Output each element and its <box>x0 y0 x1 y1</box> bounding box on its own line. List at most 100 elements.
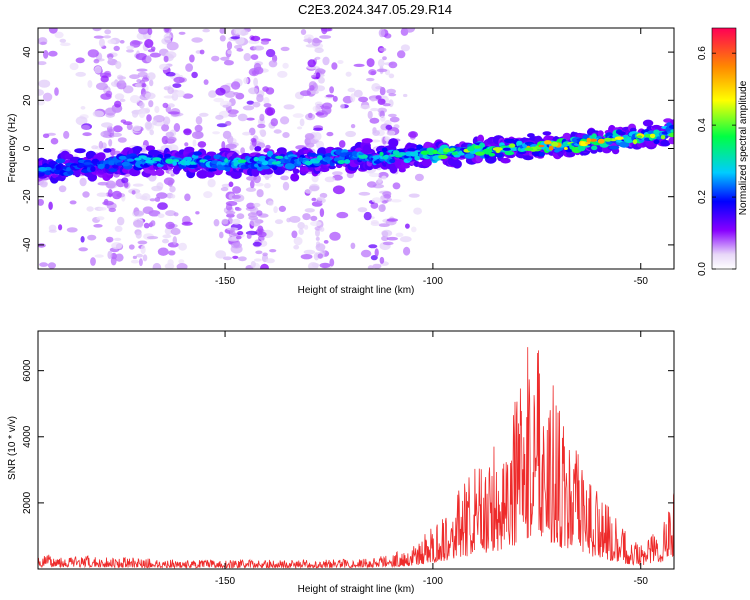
noise-blob <box>309 85 315 91</box>
ridge-cell <box>206 151 217 156</box>
noise-blob <box>42 92 53 102</box>
noise-blob <box>369 172 380 178</box>
ridge-cell <box>591 145 598 151</box>
ridge-cell <box>464 153 475 159</box>
noise-blob <box>79 177 87 187</box>
noise-blob <box>338 140 346 148</box>
snr-x-label: Height of straight line (km) <box>298 584 415 595</box>
noise-blob <box>168 250 176 256</box>
noise-blob <box>178 259 185 264</box>
noise-blob <box>164 28 170 33</box>
noise-blob <box>48 28 58 34</box>
noise-blob <box>372 130 380 136</box>
noise-blob <box>203 191 213 199</box>
ridge-peak <box>253 156 260 162</box>
noise-blob <box>298 228 304 236</box>
noise-blob <box>169 185 176 193</box>
noise-blob <box>315 236 320 241</box>
noise-blob <box>235 207 242 212</box>
ridge-peak <box>304 160 313 166</box>
noise-blob <box>195 211 200 215</box>
noise-blob <box>93 224 103 228</box>
noise-blob <box>213 97 224 103</box>
ridge-peak <box>649 133 656 139</box>
noise-blob <box>194 124 203 132</box>
noise-blob <box>189 54 195 63</box>
noise-blob <box>310 220 322 227</box>
noise-blob <box>381 229 393 237</box>
noise-blob <box>212 131 221 135</box>
noise-blob <box>228 181 234 188</box>
colorbar-tick-label: 0.4 <box>697 118 708 132</box>
noise-blob <box>297 222 306 230</box>
noise-blob <box>58 224 63 231</box>
ridge-peak <box>597 138 605 144</box>
y-tick-label: 4000 <box>22 425 33 448</box>
noise-blob <box>98 38 105 47</box>
noise-blob <box>250 54 259 60</box>
noise-blob <box>381 235 389 242</box>
noise-blob <box>367 110 373 120</box>
ridge-cell <box>642 119 654 127</box>
noise-blob <box>378 204 386 213</box>
noise-blob <box>157 213 165 219</box>
noise-blob <box>368 244 378 249</box>
noise-blob <box>163 95 174 99</box>
noise-blob <box>386 236 398 241</box>
noise-blob <box>293 244 300 250</box>
ridge-peak <box>420 150 430 155</box>
noise-blob <box>265 49 276 58</box>
noise-blob <box>47 262 57 269</box>
noise-blob <box>159 63 170 71</box>
ridge-cell <box>477 134 485 143</box>
ridge-cell <box>617 131 626 136</box>
noise-blob <box>385 124 393 130</box>
noise-blob <box>278 205 286 212</box>
ridge-cell <box>133 149 141 155</box>
noise-blob <box>370 220 379 224</box>
noise-blob <box>252 101 261 108</box>
noise-blob <box>199 49 205 55</box>
noise-blob <box>91 145 99 150</box>
ridge-peak <box>221 162 226 166</box>
ridge-peak <box>145 159 155 164</box>
noise-blob <box>240 147 246 155</box>
ridge-cell <box>308 152 317 157</box>
noise-blob <box>300 254 313 260</box>
noise-blob <box>167 103 175 108</box>
noise-blob <box>108 139 113 147</box>
ridge-cell <box>292 168 300 174</box>
noise-blob <box>137 71 148 78</box>
ridge-cell <box>488 152 496 157</box>
noise-blob <box>144 39 154 48</box>
noise-blob <box>111 190 122 200</box>
ridge-peak <box>256 161 263 164</box>
noise-blob <box>246 202 256 210</box>
noise-blob <box>329 86 334 94</box>
noise-blob <box>162 102 169 108</box>
ridge-peak <box>409 151 419 157</box>
noise-blob <box>353 89 363 98</box>
noise-blob <box>119 40 125 44</box>
noise-blob <box>322 56 330 66</box>
ridge-cell <box>542 131 552 136</box>
noise-blob <box>173 123 181 132</box>
noise-blob <box>408 131 418 138</box>
ridge-peak <box>551 141 559 147</box>
noise-blob <box>259 113 265 122</box>
ridge-peak <box>384 154 389 158</box>
noise-blob <box>114 237 122 241</box>
noise-blob <box>50 137 59 145</box>
noise-blob <box>313 132 322 141</box>
spectrogram-marks <box>38 28 674 269</box>
x-tick-label: -150 <box>215 276 235 287</box>
noise-blob <box>248 215 259 221</box>
ridge-peak <box>66 167 71 172</box>
noise-blob <box>360 249 372 258</box>
noise-blob <box>80 106 86 110</box>
noise-blob <box>382 56 387 61</box>
noise-blob <box>147 72 156 80</box>
noise-blob <box>131 190 136 195</box>
ridge-cell <box>259 165 271 170</box>
